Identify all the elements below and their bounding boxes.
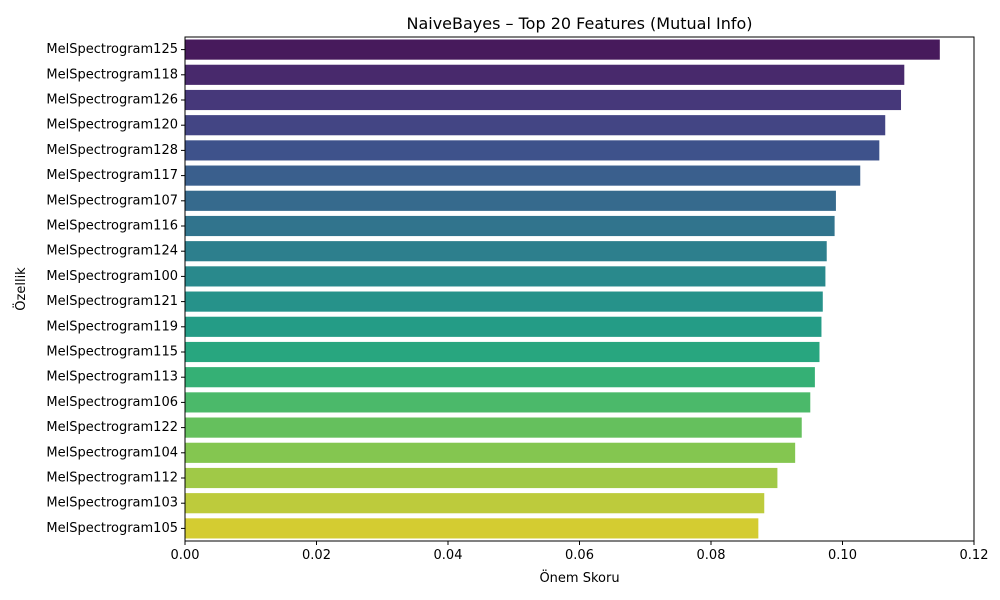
y-tick-label: MelSpectrogram122 (46, 420, 178, 435)
y-tick-label: MelSpectrogram106 (46, 395, 178, 410)
y-tick-label: MelSpectrogram100 (46, 269, 178, 284)
x-tick-label: 0.06 (565, 548, 594, 563)
x-tick-label: 0.04 (434, 548, 463, 563)
x-axis-label: Önem Skoru (539, 569, 619, 586)
y-tick-label: MelSpectrogram119 (46, 319, 178, 334)
bars-group (185, 39, 940, 539)
y-tick-label: MelSpectrogram120 (46, 118, 178, 133)
y-tick-label: MelSpectrogram121 (46, 294, 178, 309)
y-tick-label: MelSpectrogram115 (46, 345, 178, 360)
y-tick-label: MelSpectrogram124 (46, 244, 178, 259)
y-axis-label: Özellik (12, 267, 29, 311)
x-axis: 0.00 0.02 0.04 0.06 0.08 0.10 0.12 (171, 541, 989, 563)
bar-melspectrogram104 (185, 442, 796, 463)
bar-melspectrogram116 (185, 215, 835, 237)
bar-melspectrogram118 (185, 64, 905, 85)
bar-melspectrogram113 (185, 367, 815, 388)
y-tick-label: MelSpectrogram116 (46, 219, 178, 234)
bar-melspectrogram125 (185, 39, 940, 60)
y-tick-label: MelSpectrogram104 (46, 445, 178, 460)
bar-melspectrogram115 (185, 341, 820, 363)
y-tick-label: MelSpectrogram126 (46, 93, 178, 108)
bar-melspectrogram122 (185, 417, 802, 438)
x-tick-label: 0.12 (960, 548, 989, 563)
y-tick-label: MelSpectrogram105 (46, 521, 178, 536)
bar-melspectrogram100 (185, 266, 826, 287)
bar-melspectrogram117 (185, 165, 861, 186)
y-tick-label: MelSpectrogram103 (46, 496, 178, 511)
bar-melspectrogram105 (185, 518, 759, 539)
bar-melspectrogram119 (185, 316, 822, 337)
bar-melspectrogram112 (185, 467, 778, 489)
chart-title: NaiveBayes – Top 20 Features (Mutual Inf… (406, 14, 752, 33)
bar-melspectrogram103 (185, 493, 765, 514)
x-tick-label: 0.08 (697, 548, 726, 563)
bar-melspectrogram124 (185, 241, 827, 262)
bar-melspectrogram121 (185, 291, 823, 312)
bar-melspectrogram107 (185, 190, 836, 211)
bar-melspectrogram120 (185, 115, 886, 136)
x-tick-label: 0.10 (828, 548, 857, 563)
y-tick-label: MelSpectrogram125 (46, 42, 178, 57)
bar-melspectrogram126 (185, 89, 902, 111)
plot-frame (184, 36, 975, 542)
x-tick-label: 0.02 (302, 548, 331, 563)
y-tick-label: MelSpectrogram112 (46, 471, 178, 486)
y-tick-label: MelSpectrogram117 (46, 168, 178, 183)
x-tick-label: 0.00 (171, 548, 200, 563)
y-tick-label: MelSpectrogram107 (46, 193, 178, 208)
bar-melspectrogram128 (185, 140, 880, 161)
y-tick-label: MelSpectrogram118 (46, 67, 178, 82)
y-tick-label: MelSpectrogram113 (46, 370, 178, 385)
y-axis: MelSpectrogram125 MelSpectrogram118 MelSpe… (46, 42, 185, 536)
y-tick-label: MelSpectrogram128 (46, 143, 178, 158)
bar-melspectrogram106 (185, 392, 811, 413)
